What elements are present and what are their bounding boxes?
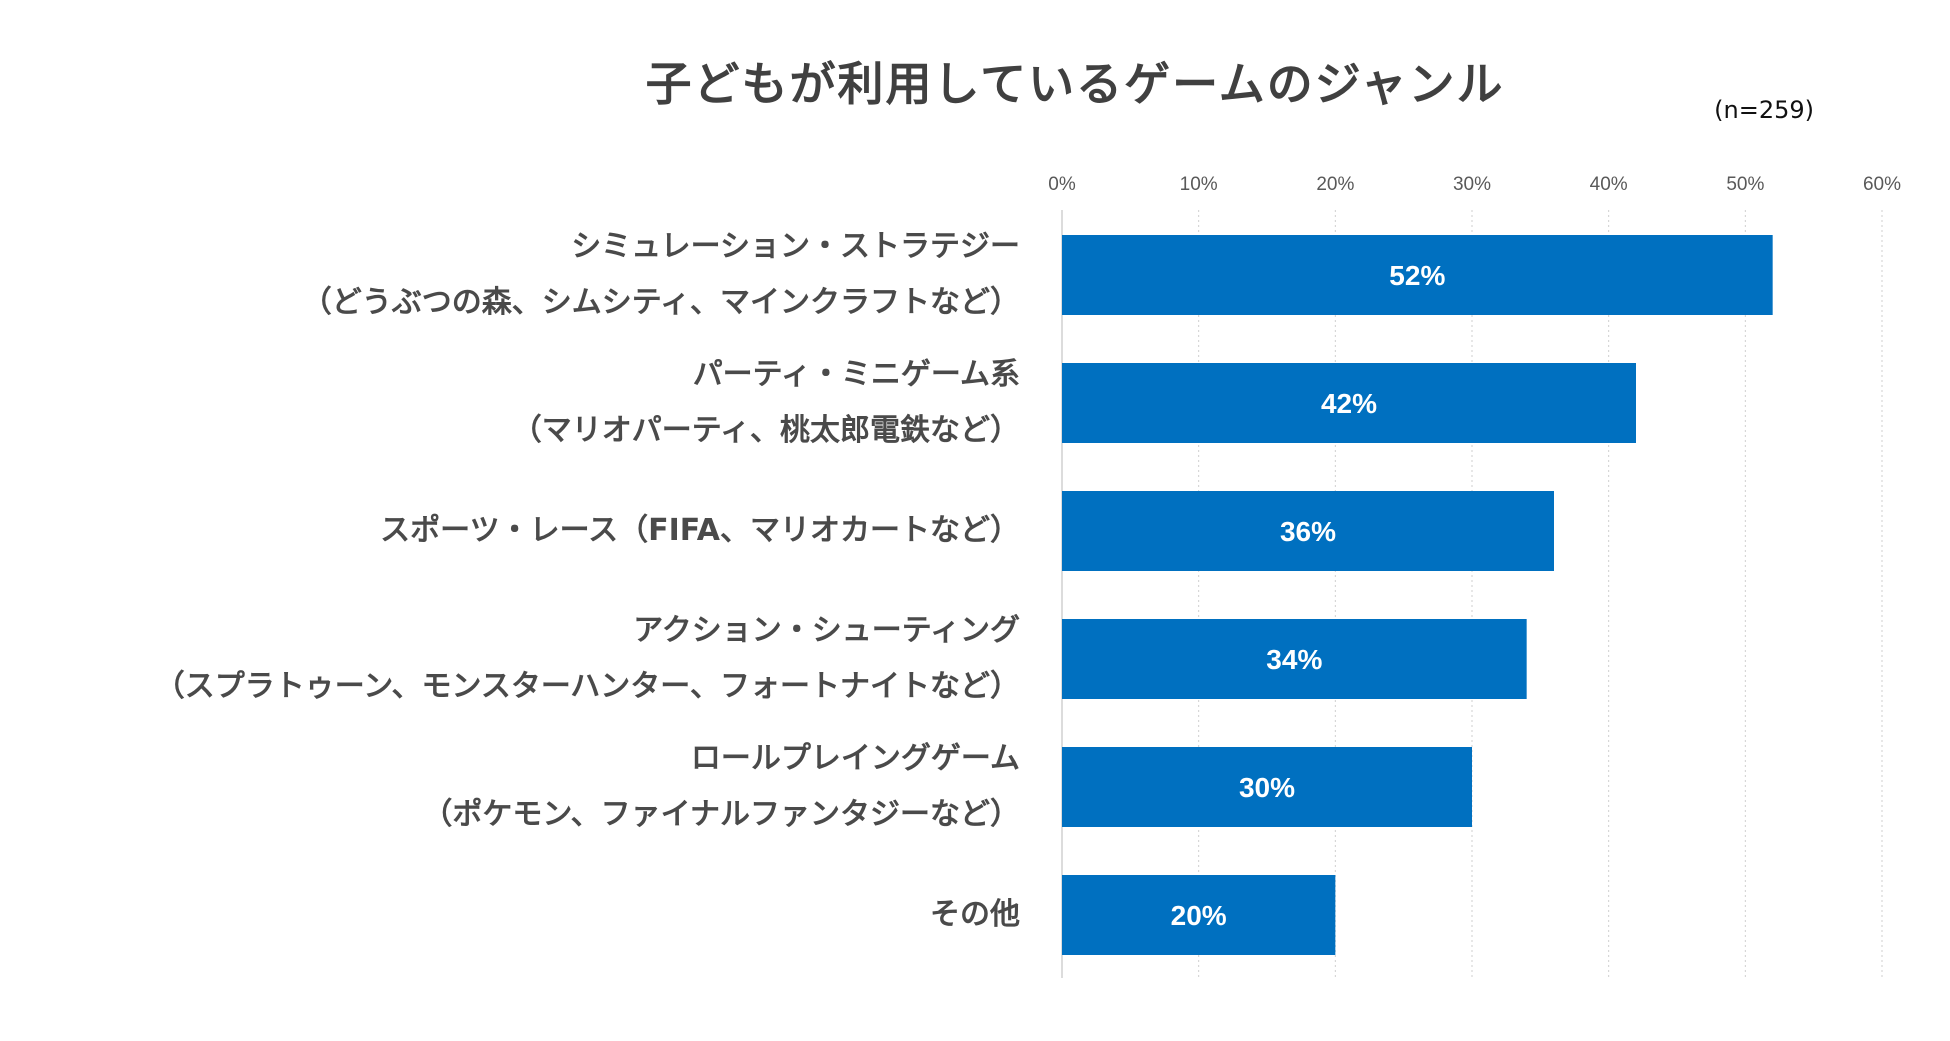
x-tick-label: 50%: [1726, 174, 1764, 195]
data-label: 30%: [1239, 772, 1295, 803]
category-label-line: （マリオパーティ、桃太郎電鉄など）: [511, 413, 1020, 448]
category-label: スポーツ・レース（FIFA、マリオカートなど）: [380, 503, 1020, 559]
bar: [1062, 875, 1336, 955]
bar: [1062, 363, 1636, 443]
category-label-line: その他: [930, 897, 1020, 932]
category-label: パーティ・ミニゲーム系 （マリオパーティ、桃太郎電鉄など）: [512, 347, 1020, 459]
bar: [1062, 619, 1527, 699]
chart-title: 子どもが利用しているゲームのジャンル: [645, 57, 1505, 111]
category-label-line: アクション・シューティング: [633, 613, 1020, 648]
category-label-line: パーティ・ミニゲーム系: [692, 357, 1020, 392]
data-label: 36%: [1280, 516, 1336, 547]
category-label: アクション・シューティング （スプラトゥーン、モンスターハンター、フォートナイトな…: [155, 603, 1020, 715]
x-tick-label: 60%: [1863, 174, 1901, 195]
x-tick-label: 30%: [1453, 174, 1491, 195]
category-label-line: （ポケモン、ファイナルファンタジーなど）: [422, 797, 1020, 832]
category-label-line: スポーツ・レース（FIFA、マリオカートなど）: [380, 513, 1020, 548]
x-tick-label: 0%: [1048, 174, 1076, 195]
data-label: 34%: [1266, 644, 1322, 675]
bar: [1062, 235, 1773, 315]
category-label: ロールプレイングゲーム （ポケモン、ファイナルファンタジーなど）: [422, 731, 1020, 843]
x-tick-label: 20%: [1316, 174, 1354, 195]
category-label: その他: [930, 887, 1020, 943]
data-label: 52%: [1389, 260, 1445, 291]
x-tick-label: 40%: [1590, 174, 1628, 195]
x-tick-label: 10%: [1180, 174, 1218, 195]
data-label: 20%: [1171, 900, 1227, 931]
category-label-line: （どうぶつの森、シムシティ、マインクラフトなど）: [301, 285, 1020, 320]
category-label-line: ロールプレイングゲーム: [690, 741, 1020, 776]
category-label: シミュレーション・ストラテジー （どうぶつの森、シムシティ、マインクラフトなど）: [302, 219, 1020, 331]
bar: [1062, 491, 1554, 571]
sample-size-note: (n=259): [1714, 96, 1814, 124]
category-label-line: （スプラトゥーン、モンスターハンター、フォートナイトなど）: [154, 669, 1020, 704]
category-label-line: シミュレーション・ストラテジー: [571, 229, 1020, 264]
data-label: 42%: [1321, 388, 1377, 419]
bar: [1062, 747, 1472, 827]
